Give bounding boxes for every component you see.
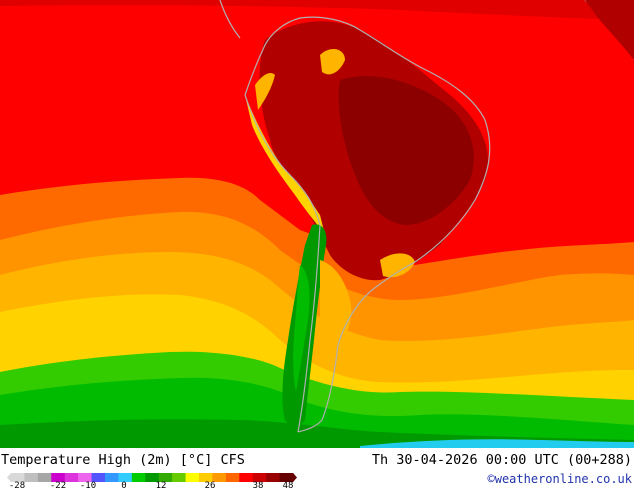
legend-swatch: [172, 473, 187, 482]
chile-cold-strip: [293, 265, 310, 392]
legend-right-arrow: [293, 473, 297, 482]
legend-tick-label: -22: [49, 481, 67, 490]
legend-swatch: [145, 473, 160, 482]
legend-tick-label: 48: [282, 481, 294, 490]
legend-tick-label: -10: [79, 481, 97, 490]
credit-link[interactable]: ©weatheronline.co.uk: [487, 472, 633, 486]
legend-swatch: [131, 473, 146, 482]
pacific-coastline: [244, 94, 321, 433]
legend-swatch: [279, 473, 294, 482]
map-title: Temperature High (2m) [°C] CFS: [1, 452, 245, 468]
legend-swatch: [78, 473, 93, 482]
africa-hot-corner: [585, 0, 634, 60]
venezuela-cool-patch: [320, 48, 345, 75]
legend-swatch: [118, 473, 133, 482]
central-america-coast: [219, 0, 241, 39]
color-scale-legend: [7, 473, 297, 482]
legend-tick-label: -28: [8, 481, 26, 490]
legend-swatch: [225, 473, 240, 482]
weather-map[interactable]: [0, 0, 634, 448]
legend-swatch: [212, 473, 227, 482]
antarctic-cyan: [360, 439, 634, 448]
atlantic-coastline: [297, 29, 491, 433]
legend-swatch: [199, 473, 213, 482]
legend-swatch: [91, 473, 106, 482]
plate-cool-patch: [380, 253, 415, 278]
legend-swatch: [11, 473, 25, 482]
caribbean-coastline: [244, 16, 361, 96]
legend-tick-label: 0: [121, 481, 127, 490]
legend-swatch: [252, 473, 267, 482]
legend-swatch: [158, 473, 173, 482]
north-andes-cool-patch: [255, 73, 275, 110]
legend-swatch: [266, 473, 281, 482]
legend-swatch: [24, 473, 39, 482]
legend-swatch: [37, 473, 52, 482]
legend-tick-label: 38: [252, 481, 264, 490]
coastlines: [219, 0, 634, 433]
legend-tick-label: 26: [204, 481, 216, 490]
continent-very-hot-core: [338, 76, 474, 225]
legend-swatch: [239, 473, 254, 482]
forecast-datetime: Th 30-04-2026 00:00 UTC (00+288): [371, 452, 632, 468]
legend-swatch: [105, 473, 119, 482]
ocean-hot-band: [0, 0, 634, 20]
legend-swatch: [51, 473, 66, 482]
map-footer: Temperature High (2m) [°C] CFS Th 30-04-…: [0, 448, 634, 490]
legend-swatch: [185, 473, 200, 482]
legend-swatch: [64, 473, 79, 482]
legend-left-arrow: [7, 473, 11, 482]
andes-cool-strip: [245, 95, 325, 235]
legend-tick-label: 12: [155, 481, 167, 490]
temperature-map-svg: [0, 0, 634, 448]
